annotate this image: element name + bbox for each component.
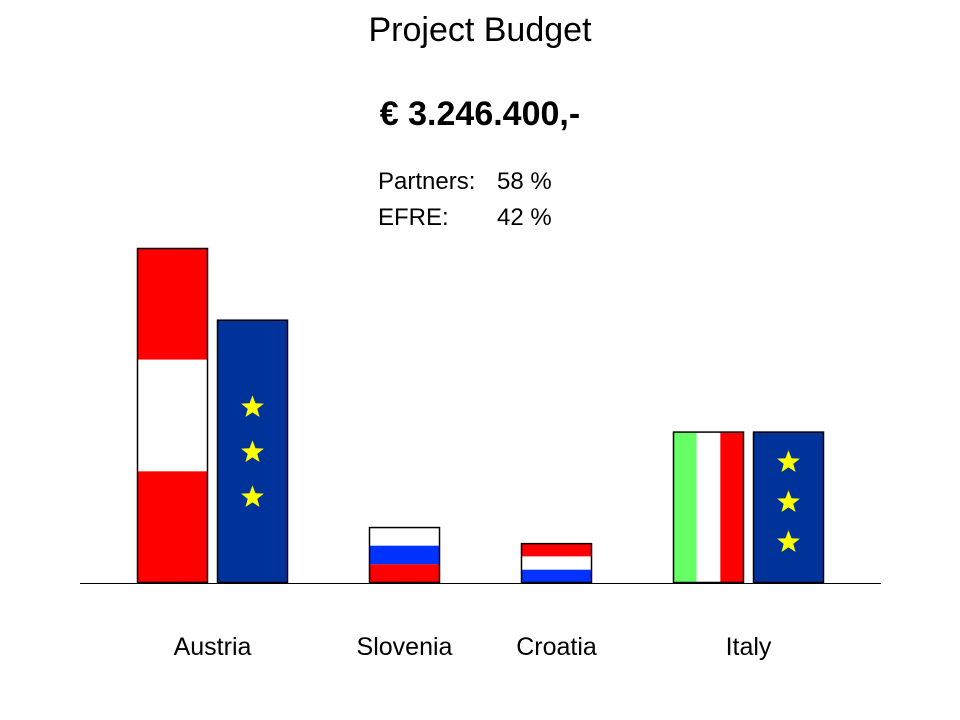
flag-stripe-blue — [369, 545, 440, 565]
share-label-efre: EFRE: — [378, 204, 449, 231]
star-icon — [777, 490, 800, 512]
bar-outline — [520, 542, 593, 584]
flag-stripe-white — [369, 527, 440, 546]
share-value-efre: 42 % — [497, 204, 552, 231]
bar-group-italy — [672, 431, 825, 584]
flag-stripe-red — [137, 248, 208, 360]
bar-outline — [672, 431, 745, 584]
flag-stripe-green — [673, 431, 697, 583]
bar-croatia-partners — [520, 542, 593, 584]
bar-italy-efre — [752, 431, 825, 584]
bar-slovenia-partners — [368, 526, 441, 584]
bar-outline — [368, 526, 441, 584]
category-label-austria: Austria — [174, 633, 252, 661]
star-icon — [241, 485, 264, 508]
bar-austria-efre — [216, 319, 289, 584]
bar-austria-partners — [136, 247, 209, 584]
bar-outline — [216, 319, 289, 584]
category-label-italy: Italy — [726, 633, 772, 661]
bar-group-slovenia — [368, 526, 441, 584]
chart-title: Project Budget — [368, 11, 592, 49]
flag-stripe-white — [696, 431, 721, 583]
share-label-partners: Partners: — [378, 168, 476, 195]
star-icon — [777, 450, 800, 472]
star-icon — [241, 440, 264, 463]
flag-stripe-red — [720, 431, 744, 583]
category-label-croatia: Croatia — [516, 633, 597, 661]
star-icon — [777, 530, 800, 552]
star-icon — [241, 395, 264, 418]
bar-outline — [136, 247, 209, 584]
bar-italy-partners — [672, 431, 745, 584]
share-value-partners: 58 % — [497, 168, 552, 195]
flag-stripe-blue — [521, 569, 592, 583]
category-label-slovenia: Slovenia — [357, 633, 453, 661]
flag-stripe-red — [369, 564, 440, 583]
bar-group-croatia — [520, 542, 593, 584]
flag-stripe-red — [521, 543, 592, 557]
bar-outline — [752, 431, 825, 584]
total-budget: € 3.246.400,- — [379, 95, 581, 133]
flag-stripe-white — [521, 556, 592, 570]
flag-stripe-white — [137, 359, 208, 472]
bar-group-austria — [136, 247, 289, 584]
flag-stripe-red — [137, 471, 208, 583]
